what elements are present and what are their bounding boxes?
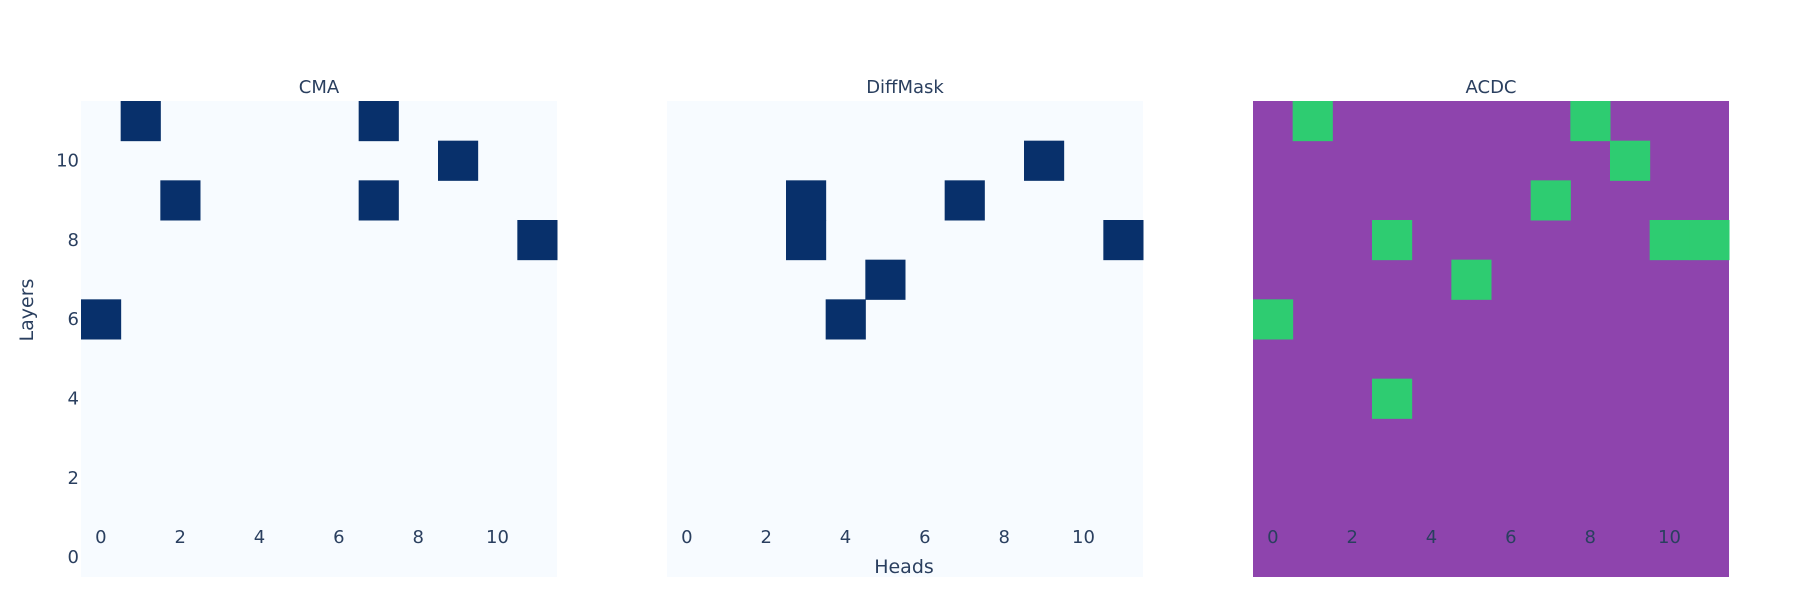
heatmap-cell (358, 180, 399, 221)
x-tick-label: 4 (1426, 527, 1437, 548)
heatmap-cell (1689, 220, 1730, 261)
heatmap-panel-2: ACDC 0 2 4 6 8 10 (1253, 77, 1730, 577)
x-tick-label: 6 (333, 527, 344, 548)
heatmap-cell (1570, 101, 1611, 142)
heatmap-cell (786, 180, 827, 221)
y-tick-label: 8 (68, 230, 79, 251)
heatmap-cell (1024, 140, 1065, 181)
x-tick-label: 2 (174, 527, 185, 548)
x-tick-label: 4 (254, 527, 265, 548)
heatmap-cell (1372, 220, 1413, 261)
x-tick-label: 8 (412, 527, 423, 548)
x-tick-label: 4 (840, 527, 851, 548)
y-tick-label: 2 (68, 468, 79, 489)
x-tick-label: 10 (1658, 527, 1681, 548)
x-tick-label: 10 (486, 527, 509, 548)
heatmap-panel-0: CMA 0 2 4 6 8 10 0 2 4 6 8 10 (56, 77, 558, 577)
y-tick-label: 0 (68, 547, 79, 568)
subplot-title: CMA (299, 77, 340, 98)
heatmap-cell (1292, 101, 1333, 142)
heatmap-cell (517, 220, 558, 261)
heatmap-cell (944, 180, 985, 221)
x-tick-label: 2 (1346, 527, 1357, 548)
x-axis-title: Heads (874, 556, 934, 578)
x-tick-label: 8 (1584, 527, 1595, 548)
heatmap-cell (825, 299, 866, 340)
x-tick-label: 0 (95, 527, 106, 548)
x-tick-label: 6 (1505, 527, 1516, 548)
heatmap-cell (81, 299, 122, 340)
x-tick-label: 6 (919, 527, 930, 548)
heatmap-cell (1610, 140, 1651, 181)
heatmap-cell (1649, 220, 1690, 261)
heatmap-cell (1372, 378, 1413, 419)
y-tick-label: 10 (56, 151, 79, 172)
heatmap-cell (786, 220, 827, 261)
x-tick-label: 2 (760, 527, 771, 548)
subplot-title: ACDC (1466, 77, 1517, 98)
heatmap-cell (865, 259, 906, 300)
y-axis-title: Layers (16, 279, 38, 342)
heatmap-cell (358, 101, 399, 142)
x-tick-label: 10 (1072, 527, 1095, 548)
heatmap-background (1253, 101, 1729, 577)
heatmap-cell (438, 140, 479, 181)
y-tick-label: 6 (68, 309, 79, 330)
heatmap-cell (1530, 180, 1571, 221)
heatmap-background (81, 101, 557, 577)
subplot-title: DiffMask (866, 77, 944, 98)
y-tick-label: 4 (68, 389, 79, 410)
heatmap-panel-1: DiffMask 0 2 4 6 8 10 (667, 77, 1144, 577)
x-tick-label: 0 (681, 527, 692, 548)
heatmap-cell (120, 101, 161, 142)
heatmap-cell (1451, 259, 1492, 300)
x-tick-label: 8 (998, 527, 1009, 548)
x-tick-label: 0 (1267, 527, 1278, 548)
heatmap-cell (160, 180, 201, 221)
heatmap-background (667, 101, 1143, 577)
heatmap-cell (1253, 299, 1294, 340)
heatmap-cell (1103, 220, 1144, 261)
